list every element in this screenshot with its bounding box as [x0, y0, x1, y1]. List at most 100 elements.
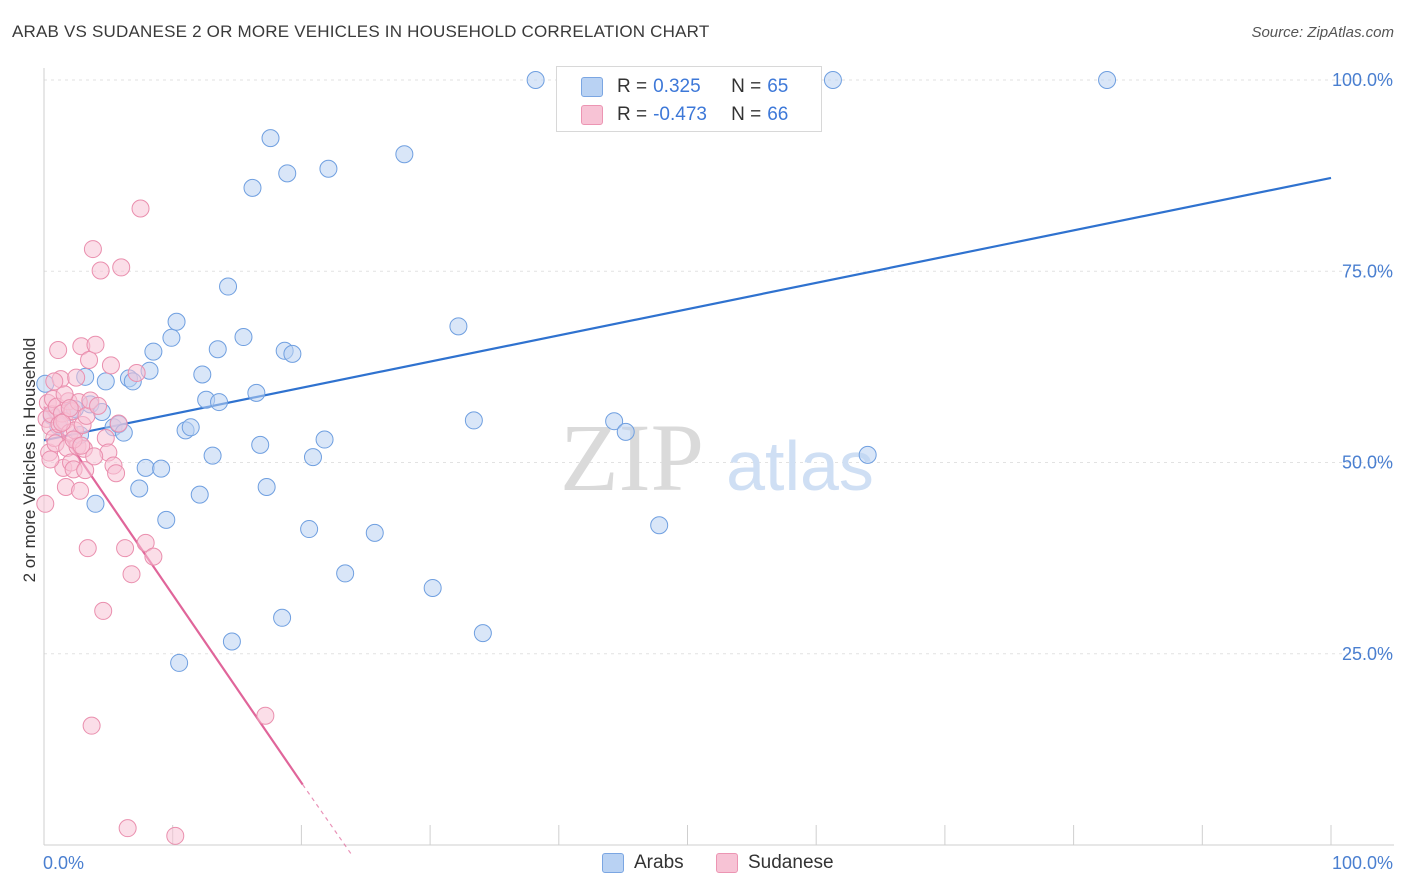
data-point-arabs	[423, 578, 442, 597]
data-point-arabs	[273, 608, 292, 627]
legend-n-value-sudanese: 66	[767, 104, 789, 125]
data-point-arabs	[181, 418, 200, 437]
legend-label-arabs: Arabs	[634, 852, 684, 873]
data-point-sudanese	[72, 436, 91, 455]
data-point-sudanese	[45, 372, 64, 391]
data-point-sudanese	[109, 414, 128, 433]
data-point-arabs	[257, 477, 276, 496]
data-point-sudanese	[53, 413, 72, 432]
data-point-sudanese	[94, 601, 113, 620]
source-label: Source: ZipAtlas.com	[1251, 24, 1394, 41]
y-tick-label: 75.0%	[1342, 261, 1393, 281]
data-point-arabs	[210, 393, 229, 412]
data-point-sudanese	[86, 335, 105, 354]
arabs-swatch	[581, 77, 603, 97]
data-point-sudanese	[49, 341, 68, 360]
data-point-sudanese	[83, 240, 102, 259]
data-point-arabs	[823, 71, 842, 89]
legend-r-label: R =	[617, 104, 648, 125]
x-tick-label: 100.0%	[1332, 853, 1393, 873]
legend-r-value-sudanese: -0.473	[653, 104, 707, 125]
data-point-sudanese	[41, 450, 60, 469]
data-point-arabs	[616, 422, 635, 441]
watermark-zip: ZIP	[560, 404, 704, 511]
data-point-arabs	[170, 653, 189, 672]
sudanese-swatch	[581, 105, 603, 125]
trendlines	[43, 176, 1332, 857]
data-point-arabs	[464, 411, 483, 430]
y-tick-label: 50.0%	[1342, 453, 1393, 473]
legend-row-sudanese: R = -0.473 N = 66	[557, 101, 788, 129]
data-point-sudanese	[256, 706, 275, 725]
data-point-arabs	[526, 71, 545, 89]
gridlines	[44, 79, 1394, 655]
data-point-arabs	[283, 344, 302, 363]
data-point-arabs	[336, 564, 355, 583]
data-point-arabs	[190, 485, 209, 504]
data-point-arabs	[858, 445, 877, 464]
data-point-sudanese	[122, 565, 141, 584]
data-point-sudanese	[76, 461, 95, 480]
watermark: ZIP atlas	[560, 404, 874, 511]
legend-r-value-arabs: 0.325	[653, 76, 701, 97]
data-point-arabs	[193, 365, 212, 384]
data-point-arabs	[315, 430, 334, 449]
data-point-sudanese	[71, 481, 90, 500]
data-point-arabs	[319, 159, 338, 178]
data-point-arabs	[219, 277, 238, 296]
data-point-arabs	[473, 624, 492, 643]
data-point-sudanese	[107, 464, 126, 483]
legend-n-label: N =	[731, 76, 762, 97]
data-point-arabs	[251, 435, 270, 454]
data-point-sudanese	[89, 396, 108, 415]
trendline-arabs	[43, 176, 1332, 442]
arabs-legend-swatch	[602, 853, 624, 873]
data-point-sudanese	[85, 447, 104, 466]
data-point-arabs	[243, 178, 262, 197]
data-point-sudanese	[80, 350, 99, 369]
legend-n-label: N =	[731, 104, 762, 125]
legend-row-arabs: R = 0.325 N = 65	[557, 73, 788, 101]
data-point-sudanese	[101, 356, 120, 375]
data-point-arabs	[449, 317, 468, 336]
data-point-arabs	[303, 448, 322, 467]
legend-item-arabs[interactable]: Arabs	[602, 852, 684, 874]
data-point-sudanese	[78, 539, 97, 558]
legend-label-sudanese: Sudanese	[748, 852, 834, 873]
data-point-arabs	[203, 446, 222, 465]
data-point-arabs	[234, 328, 253, 347]
data-point-arabs	[278, 164, 297, 183]
data-point-arabs	[261, 129, 280, 148]
y-tick-label: 100.0%	[1332, 70, 1393, 90]
data-point-sudanese	[131, 199, 150, 218]
data-point-arabs	[1098, 71, 1117, 89]
data-point-sudanese	[112, 258, 131, 277]
data-point-arabs	[650, 516, 669, 535]
data-point-arabs	[96, 372, 115, 391]
data-point-sudanese	[127, 363, 146, 382]
data-point-arabs	[162, 328, 181, 347]
legend-item-sudanese[interactable]: Sudanese	[716, 852, 834, 874]
data-point-arabs	[130, 479, 149, 498]
data-point-sudanese	[36, 494, 55, 513]
data-point-sudanese	[136, 533, 155, 552]
legend-n-value-arabs: 65	[767, 76, 789, 97]
data-point-sudanese	[82, 716, 101, 735]
data-point-sudanese	[118, 819, 137, 838]
data-point-sudanese	[116, 539, 135, 558]
data-point-sudanese	[166, 826, 185, 845]
data-point-arabs	[300, 520, 319, 539]
data-points	[36, 71, 1117, 845]
sudanese-legend-swatch	[716, 853, 738, 873]
x-tick-label: 0.0%	[43, 853, 84, 873]
watermark-atlas: atlas	[726, 427, 874, 505]
data-point-sudanese	[60, 399, 79, 418]
data-point-arabs	[167, 312, 186, 331]
data-point-arabs	[157, 510, 176, 529]
data-point-sudanese	[91, 261, 110, 280]
data-point-arabs	[208, 340, 227, 359]
chart-title: ARAB VS SUDANESE 2 OR MORE VEHICLES IN H…	[12, 22, 710, 41]
data-point-sudanese	[67, 368, 86, 387]
data-point-arabs	[395, 145, 414, 164]
